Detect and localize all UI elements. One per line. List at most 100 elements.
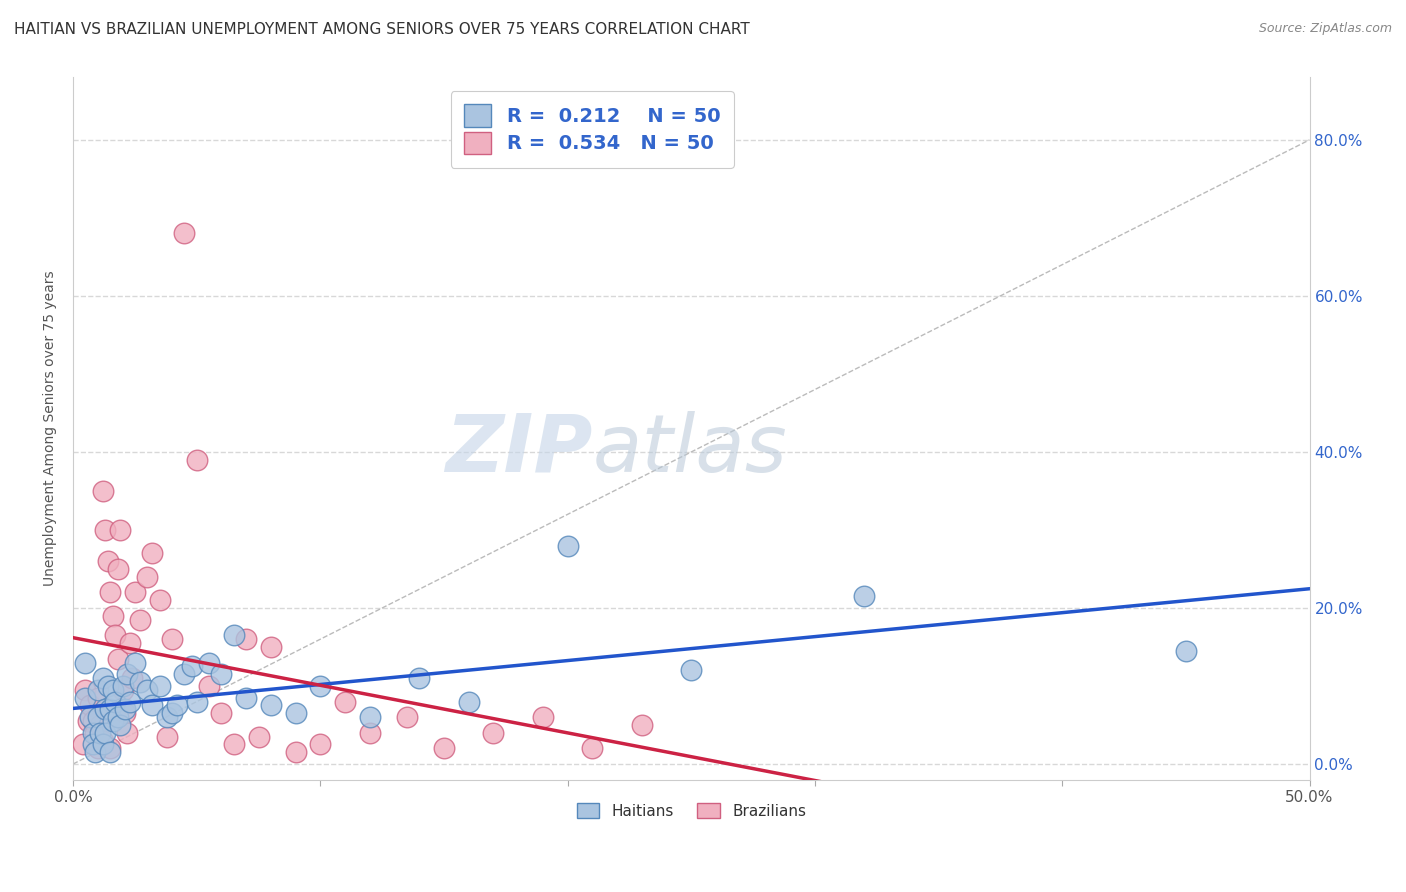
Point [82,714,104,728]
Point [333,695,356,709]
Point [124,656,146,670]
Point [114,706,136,721]
Point [107,710,129,724]
Point [173,667,195,681]
Point [94,523,117,537]
Point [72,738,94,752]
Point [198,656,221,670]
Point [457,695,479,709]
Point [84,726,107,740]
Point [631,718,654,732]
Point [1174,644,1197,658]
Point [82,726,104,740]
Point [118,636,141,650]
Point [284,745,307,759]
Point [433,741,456,756]
Point [101,714,124,728]
Point [211,667,233,681]
Point [107,651,129,665]
Point [98,702,121,716]
Point [84,745,107,759]
Point [121,671,143,685]
Point [482,726,505,740]
Point [107,562,129,576]
Point [166,698,188,713]
Point [118,695,141,709]
Point [141,698,163,713]
Point [235,632,257,647]
Text: atlas: atlas [592,410,787,489]
Point [117,726,139,740]
Point [136,570,159,584]
Point [359,710,381,724]
Point [149,593,172,607]
Point [128,613,150,627]
Point [114,702,136,716]
Y-axis label: Unemployment Among Seniors over 75 years: Unemployment Among Seniors over 75 years [44,270,58,586]
Point [309,679,332,693]
Point [235,690,257,705]
Point [104,628,127,642]
Point [101,608,124,623]
Point [531,710,554,724]
Point [309,738,332,752]
Point [124,585,146,599]
Point [128,675,150,690]
Point [359,726,381,740]
Point [853,589,876,603]
Point [91,738,114,752]
Point [111,682,134,697]
Point [98,741,121,756]
Point [108,718,131,732]
Point [111,679,134,693]
Point [98,585,121,599]
Point [395,710,418,724]
Point [222,628,245,642]
Point [94,726,117,740]
Point [247,730,270,744]
Point [156,710,179,724]
Point [198,679,221,693]
Point [160,706,183,721]
Point [408,671,430,685]
Point [89,726,111,740]
Point [104,695,127,709]
Point [94,702,117,716]
Point [87,682,110,697]
Point [557,539,579,553]
Point [97,679,120,693]
Point [681,664,703,678]
Point [186,695,208,709]
Point [101,682,124,697]
Point [141,546,163,560]
Point [284,706,307,721]
Point [222,738,245,752]
Point [581,741,603,756]
Point [180,659,202,673]
Point [75,656,97,670]
Point [87,690,110,705]
Point [87,710,110,724]
Point [91,671,114,685]
Point [89,718,111,732]
Point [97,554,120,568]
Point [160,632,183,647]
Point [149,679,172,693]
Point [136,682,159,697]
Point [79,710,101,724]
Point [79,698,101,713]
Point [186,452,208,467]
Point [75,690,97,705]
Point [91,483,114,498]
Legend: Haitians, Brazilians: Haitians, Brazilians [571,797,813,824]
Point [173,227,195,241]
Point [117,667,139,681]
Point [87,741,110,756]
Point [91,733,114,747]
Point [260,640,283,654]
Point [260,698,283,713]
Point [156,730,179,744]
Point [98,745,121,759]
Point [75,682,97,697]
Point [77,714,100,728]
